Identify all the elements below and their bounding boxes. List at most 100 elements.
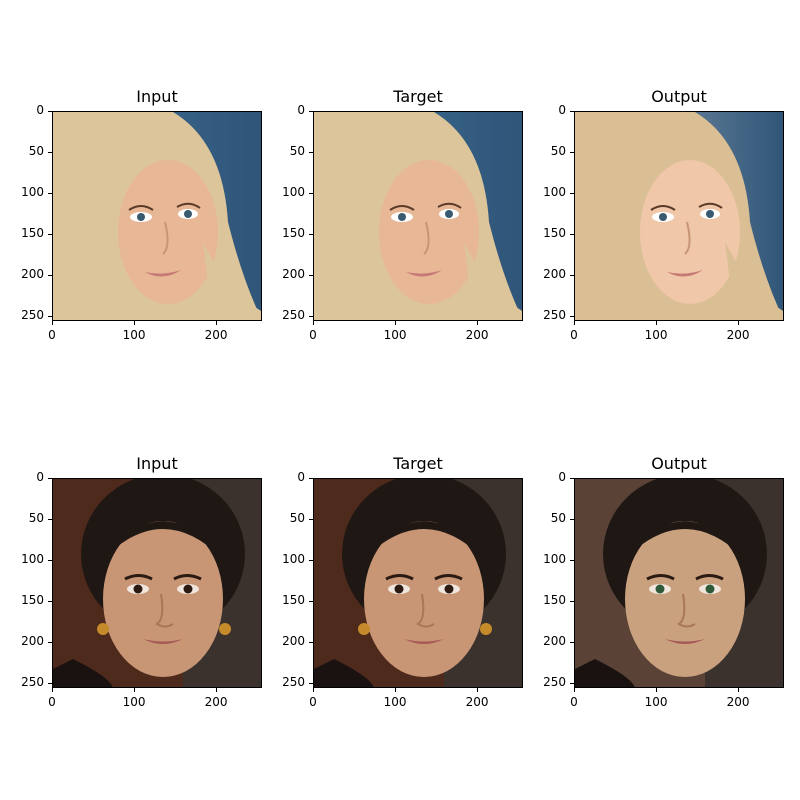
image-frame — [52, 111, 262, 321]
y-tick-mark — [309, 152, 313, 154]
y-tick-label: 200 — [543, 634, 566, 649]
x-tick-mark — [574, 688, 575, 692]
x-tick-mark — [52, 321, 53, 325]
y-tick-mark — [309, 316, 313, 318]
y-tick-label: 250 — [282, 308, 305, 323]
y-tick-mark — [48, 560, 52, 562]
y-tick-mark — [570, 275, 574, 277]
image-frame — [574, 111, 784, 321]
y-tick-mark — [48, 478, 52, 479]
y-tick-label: 100 — [21, 552, 44, 567]
x-tick-label: 0 — [570, 695, 578, 709]
y-tick-mark — [309, 193, 313, 195]
image-frame — [313, 478, 523, 688]
image-frame — [574, 478, 784, 688]
x-tick-mark — [52, 688, 53, 692]
y-tick-mark — [309, 234, 313, 236]
image-frame — [313, 111, 523, 321]
y-tick-mark — [48, 316, 52, 318]
y-tick-label: 50 — [28, 511, 44, 526]
image-panel: Input 0 50 100 150 200 250 0 100 200 — [21, 454, 262, 709]
x-tick-mark — [656, 688, 658, 692]
y-tick-mark — [309, 275, 313, 277]
x-tick-label: 200 — [204, 328, 228, 342]
x-tick-mark — [313, 321, 314, 325]
x-tick-label: 0 — [48, 695, 56, 709]
y-tick-mark — [570, 519, 574, 521]
y-tick-mark — [48, 519, 52, 521]
y-tick-label: 250 — [21, 308, 44, 323]
x-tick-mark — [574, 321, 575, 325]
y-tick-label: 0 — [558, 470, 566, 484]
y-tick-mark — [48, 152, 52, 154]
y-tick-mark — [48, 193, 52, 195]
y-tick-label: 150 — [543, 593, 566, 608]
y-tick-label: 200 — [21, 634, 44, 649]
y-tick-label: 250 — [543, 675, 566, 690]
x-tick-label: 100 — [122, 695, 146, 709]
y-tick-label: 100 — [543, 552, 566, 567]
y-tick-mark — [570, 560, 574, 562]
y-tick-mark — [309, 683, 313, 685]
y-tick-label: 0 — [36, 103, 44, 117]
y-tick-label: 150 — [21, 593, 44, 608]
image-frame — [52, 478, 262, 688]
panel-title: Input — [136, 87, 178, 106]
x-tick-label: 100 — [644, 695, 668, 709]
y-tick-label: 200 — [543, 267, 566, 282]
y-tick-mark — [570, 193, 574, 195]
y-tick-label: 200 — [282, 634, 305, 649]
y-tick-mark — [309, 642, 313, 644]
x-tick-mark — [216, 688, 218, 692]
y-tick-label: 150 — [21, 226, 44, 241]
y-tick-label: 250 — [543, 308, 566, 323]
y-tick-mark — [309, 519, 313, 521]
y-tick-mark — [48, 275, 52, 277]
y-tick-mark — [309, 560, 313, 562]
y-tick-mark — [309, 601, 313, 603]
x-tick-mark — [134, 688, 136, 692]
y-tick-label: 50 — [550, 511, 566, 526]
y-tick-label: 50 — [289, 144, 305, 159]
face-image — [53, 479, 261, 687]
x-tick-label: 0 — [570, 328, 578, 342]
y-tick-label: 0 — [36, 470, 44, 484]
face-image — [575, 479, 783, 687]
y-tick-mark — [570, 316, 574, 318]
image-panel: Output 0 50 100 150 200 250 0 100 200 — [543, 87, 784, 342]
y-tick-label: 50 — [28, 144, 44, 159]
x-tick-label: 0 — [309, 695, 317, 709]
y-tick-label: 250 — [21, 675, 44, 690]
x-tick-mark — [477, 688, 479, 692]
y-tick-label: 100 — [543, 185, 566, 200]
y-tick-mark — [570, 683, 574, 685]
x-tick-label: 200 — [465, 695, 489, 709]
panel-title: Output — [651, 87, 707, 106]
face-image — [575, 112, 783, 320]
y-tick-label: 200 — [282, 267, 305, 282]
x-tick-label: 100 — [644, 328, 668, 342]
y-tick-mark — [309, 111, 313, 112]
y-tick-label: 100 — [282, 552, 305, 567]
image-panel: Output 0 50 100 150 200 250 0 100 200 — [543, 454, 784, 709]
panel-title: Output — [651, 454, 707, 473]
face-image — [314, 479, 522, 687]
x-tick-label: 0 — [48, 328, 56, 342]
y-tick-label: 0 — [558, 103, 566, 117]
image-panel: Target 0 50 100 150 200 250 0 100 200 — [282, 454, 523, 709]
panel-title: Input — [136, 454, 178, 473]
x-tick-mark — [738, 688, 740, 692]
x-tick-label: 0 — [309, 328, 317, 342]
panel-title: Target — [393, 87, 443, 106]
x-tick-label: 100 — [122, 328, 146, 342]
y-tick-mark — [570, 152, 574, 154]
y-tick-mark — [570, 642, 574, 644]
x-tick-mark — [656, 321, 658, 325]
x-tick-mark — [395, 688, 397, 692]
x-tick-label: 200 — [465, 328, 489, 342]
x-tick-mark — [395, 321, 397, 325]
x-tick-label: 200 — [204, 695, 228, 709]
y-tick-label: 0 — [297, 470, 305, 484]
x-tick-mark — [477, 321, 479, 325]
x-tick-label: 100 — [383, 695, 407, 709]
